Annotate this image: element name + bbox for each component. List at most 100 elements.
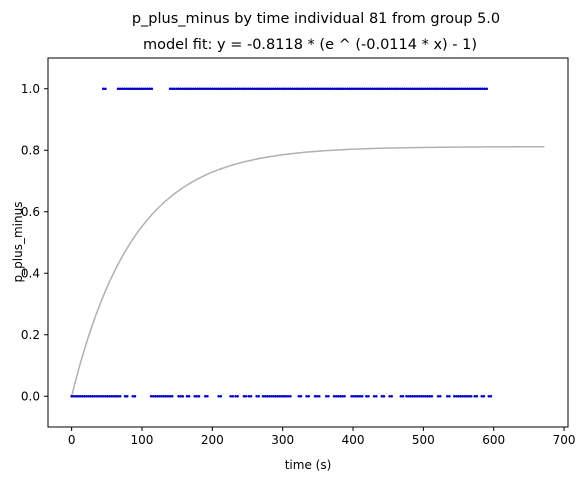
data-point [424,87,427,91]
data-point [203,394,207,398]
data-point [242,394,246,398]
data-point [142,87,145,91]
data-point [356,394,360,398]
data-point [400,87,404,91]
data-point [411,394,415,398]
data-point [390,87,394,91]
data-point [278,87,282,91]
data-point [72,394,76,398]
data-point [257,394,261,398]
data-point [173,87,176,91]
data-point [168,394,172,398]
data-point [489,394,493,398]
data-point [346,87,349,91]
data-point [244,394,248,398]
data-point [170,87,174,91]
data-point [280,87,284,91]
data-point [377,87,381,91]
data-point [185,87,189,91]
data-point [332,394,336,398]
data-point [379,87,383,91]
data-point [317,394,321,398]
data-point [123,87,126,91]
data-point [479,87,482,91]
data-point [324,394,328,398]
data-point [327,87,330,91]
data-point [175,87,178,91]
data-point [91,394,95,398]
data-point [422,87,425,91]
data-point [104,87,107,91]
data-point [114,394,118,398]
data-point [469,394,473,398]
y-axis-label: p_plus_minus [11,202,25,283]
data-point [316,87,320,91]
data-point [280,394,284,398]
data-point [217,87,220,91]
data-point [448,394,451,398]
data-point [341,87,345,91]
x-tick-label: 700 [553,433,576,447]
data-point [322,87,326,91]
data-point [106,394,109,398]
data-point [350,394,353,398]
data-point [428,394,432,398]
data-point [297,394,301,398]
data-point [131,394,135,398]
data-point [333,87,337,91]
data-point [129,87,133,91]
data-point [83,394,86,398]
data-point [445,87,448,91]
data-point [287,394,290,398]
data-point [230,87,233,91]
chart-title: p_plus_minus by time individual 81 from … [132,11,500,27]
data-point [156,394,159,398]
data-point [229,394,232,398]
data-point [299,87,303,91]
data-point [352,87,356,91]
data-point [150,87,154,91]
data-point [181,87,185,91]
data-point [274,394,277,398]
data-point [375,87,379,91]
data-point [194,87,197,91]
data-point [268,87,271,91]
data-point [149,394,153,398]
data-point [293,87,296,91]
data-point [231,394,235,398]
data-point [390,394,394,398]
data-point [242,87,246,91]
data-point [187,394,191,398]
data-point [358,87,362,91]
data-point [315,394,319,398]
data-point [249,87,252,91]
data-point [179,87,182,91]
data-point [388,394,391,398]
data-point [213,87,216,91]
data-point [259,87,263,91]
data-point [219,87,223,91]
data-point [297,87,301,91]
data-point [465,394,469,398]
data-point [324,87,328,91]
data-point [485,87,488,91]
data-point [127,87,130,91]
data-point [468,87,472,91]
data-point [313,394,317,398]
data-point [312,87,315,91]
chart-subtitle: model fit: y = -0.8118 * (e ^ (-0.0114 *… [143,37,477,53]
data-point [352,394,356,398]
data-point [97,394,101,398]
data-point [160,394,163,398]
data-point [413,394,417,398]
data-point [306,87,309,91]
data-point [463,394,467,398]
data-point [405,394,408,398]
data-point [436,87,440,91]
data-point [221,87,225,91]
data-point [409,87,413,91]
data-point [202,87,206,91]
y-tick-label: 0.2 [21,328,40,342]
data-point [227,87,231,91]
